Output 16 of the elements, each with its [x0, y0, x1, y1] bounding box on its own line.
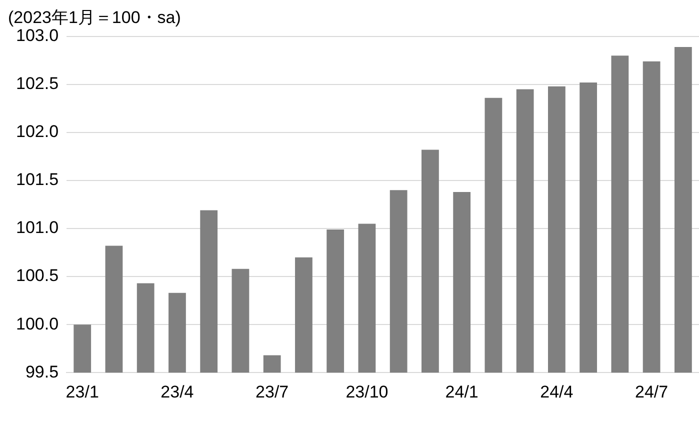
y-tick-label: 99.5 [25, 362, 59, 382]
y-tick-label: 102.5 [16, 74, 59, 94]
y-tick-label: 101.0 [16, 218, 59, 238]
x-tick-label: 23/4 [160, 382, 194, 402]
x-tick-label: 23/10 [346, 382, 388, 402]
y-tick-label: 103.0 [16, 26, 59, 46]
y-tick-label: 101.5 [16, 170, 59, 190]
x-tick-label: 24/4 [540, 382, 574, 402]
x-tick-label: 23/1 [66, 382, 99, 402]
x-tick-label: 23/7 [256, 382, 289, 402]
x-tick-label: 24/7 [635, 382, 668, 402]
y-tick-label: 100.0 [16, 314, 59, 334]
x-tick-label: 24/1 [445, 382, 478, 402]
y-tick-label: 100.5 [16, 266, 59, 286]
chart-title: (2023年1月＝100・sa) [8, 8, 181, 27]
y-tick-label: 102.0 [16, 122, 59, 142]
